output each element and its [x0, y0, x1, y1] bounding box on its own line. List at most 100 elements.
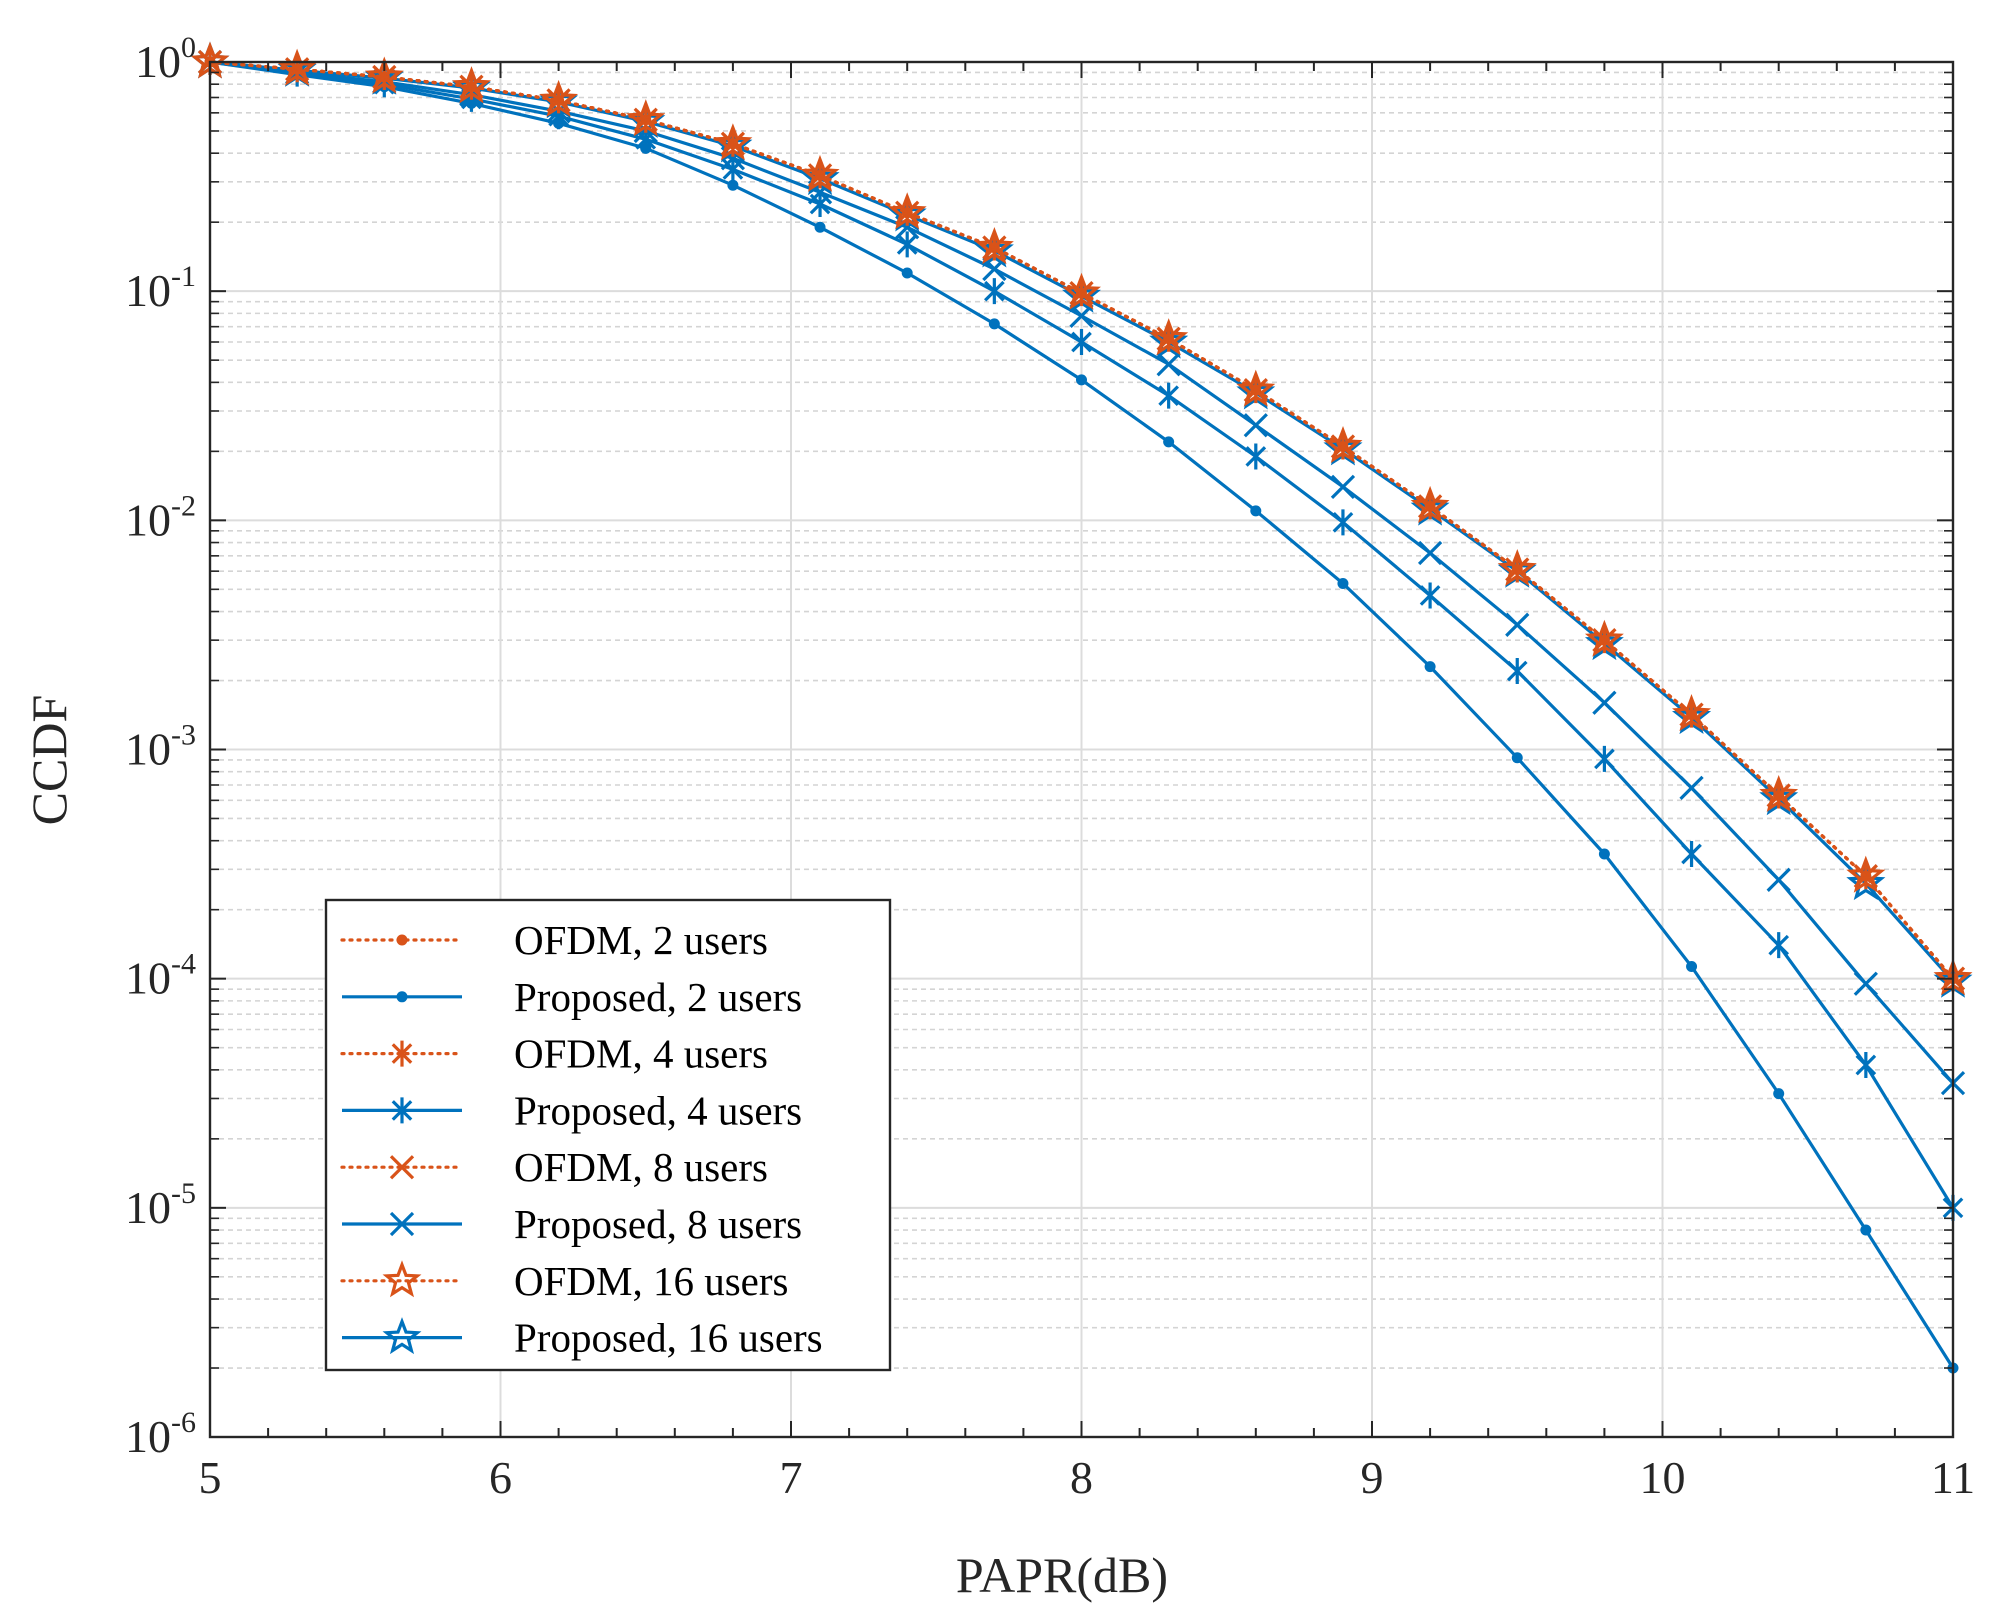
series-marker: [974, 226, 1014, 265]
x-axis-ticks: 5 6 7 8 9 10 11: [199, 62, 1975, 1503]
series-marker: [1768, 932, 1790, 959]
x-tick-label: 10: [1640, 1452, 1686, 1503]
legend-entry: OFDM, 4 users: [340, 1031, 768, 1077]
x-tick-label: 8: [1070, 1452, 1093, 1503]
legend-label: OFDM, 4 users: [514, 1031, 768, 1077]
series-marker: [1419, 582, 1441, 609]
series-marker: [1424, 661, 1436, 673]
series-marker: [1598, 848, 1610, 860]
series-marker: [1071, 329, 1092, 356]
series-marker: [1846, 855, 1886, 893]
legend-label: OFDM, 2 users: [514, 917, 768, 963]
series-marker: [1417, 540, 1443, 566]
legend-marker: [396, 934, 408, 946]
series-marker: [1766, 867, 1791, 892]
series-7: [190, 41, 1973, 996]
legend-label: Proposed, 4 users: [514, 1087, 802, 1133]
series-line: [208, 60, 1955, 981]
legend-marker: [382, 1317, 422, 1355]
legend-label: Proposed, 8 users: [514, 1201, 802, 1247]
series-marker: [1681, 840, 1702, 867]
x-tick-label: 5: [199, 1452, 222, 1503]
series-marker: [1076, 374, 1087, 386]
series-marker: [451, 66, 491, 104]
series-marker: [1243, 413, 1268, 438]
x-tick-label: 11: [1931, 1452, 1975, 1503]
series-marker: [626, 99, 666, 137]
series-marker: [1846, 863, 1886, 901]
y-tick-exponent: -4: [171, 948, 196, 981]
y-tick-label: 10-4: [125, 948, 196, 1004]
series-marker: [1149, 318, 1189, 356]
series-marker: [887, 192, 927, 230]
series-marker: [1594, 745, 1615, 772]
series-marker: [800, 154, 840, 192]
series-marker: [984, 278, 1005, 305]
y-tick-exponent: -1: [171, 260, 196, 293]
legend-box: [324, 898, 892, 1372]
y-tick-label: 100: [135, 31, 196, 87]
legend-entry: OFDM, 8 users: [340, 1144, 768, 1190]
series-marker: [1330, 474, 1356, 499]
series-marker: [896, 231, 918, 258]
legend-marker: [391, 1040, 413, 1067]
y-axis-label: CCDF: [21, 695, 77, 826]
series-marker: [1592, 690, 1617, 715]
y-tick-label: 10-1: [125, 260, 196, 316]
y-tick-exponent: -2: [171, 489, 196, 522]
legend-entry: OFDM, 16 users: [340, 1258, 789, 1304]
series-marker: [364, 56, 404, 94]
legend-entry: Proposed, 8 users: [342, 1201, 802, 1247]
series-marker: [727, 179, 739, 191]
legend-entry: Proposed, 16 users: [342, 1315, 823, 1361]
series-marker: [901, 267, 913, 279]
series-marker: [1584, 619, 1624, 657]
y-tick-label: 10-6: [125, 1406, 196, 1462]
y-tick-label: 10-3: [125, 719, 196, 775]
y-tick-base: 10: [125, 1411, 171, 1462]
series-marker: [1497, 548, 1537, 587]
legend: OFDM, 2 users Proposed, 2 users OFDM, 4 us…: [324, 898, 892, 1372]
series-marker: [1245, 443, 1267, 470]
legend-label: OFDM, 16 users: [514, 1258, 789, 1304]
series-marker: [1156, 352, 1181, 377]
legend-marker: [382, 1260, 422, 1298]
x-tick-label: 9: [1361, 1452, 1384, 1503]
legend-label: Proposed, 16 users: [514, 1315, 823, 1361]
series-marker: [539, 79, 579, 117]
series-marker: [1163, 436, 1175, 448]
y-tick-base: 10: [125, 1182, 171, 1233]
series-marker: [1860, 1224, 1872, 1236]
series-marker: [1686, 961, 1698, 973]
legend-label: OFDM, 8 users: [514, 1144, 768, 1190]
y-tick-base: 10: [125, 494, 171, 545]
series-marker: [1062, 272, 1101, 310]
series-marker: [1679, 775, 1704, 801]
series-marker: [1773, 1088, 1785, 1100]
series-marker: [1323, 425, 1363, 464]
series-marker: [988, 318, 1000, 330]
y-tick-base: 10: [135, 36, 181, 87]
y-tick-base: 10: [125, 724, 171, 775]
y-tick-exponent: 0: [181, 31, 196, 64]
series-marker: [1672, 694, 1712, 732]
y-tick-exponent: -6: [171, 1406, 196, 1439]
x-tick-label: 7: [780, 1452, 803, 1503]
x-tick-label: 6: [489, 1452, 512, 1503]
y-tick-exponent: -5: [171, 1177, 196, 1210]
y-tick-label: 10-2: [125, 489, 196, 545]
legend-marker: [396, 991, 408, 1003]
legend-marker: [389, 1155, 415, 1180]
series-marker: [1410, 485, 1450, 524]
series-marker: [1855, 1052, 1877, 1079]
series-marker: [1505, 612, 1530, 637]
legend-marker: [391, 1097, 413, 1124]
y-tick-base: 10: [125, 265, 171, 316]
legend-entry: Proposed, 4 users: [342, 1087, 802, 1133]
series-marker: [1332, 509, 1354, 536]
legend-marker: [389, 1211, 415, 1237]
series-marker: [713, 123, 753, 161]
series-marker: [1158, 382, 1179, 409]
